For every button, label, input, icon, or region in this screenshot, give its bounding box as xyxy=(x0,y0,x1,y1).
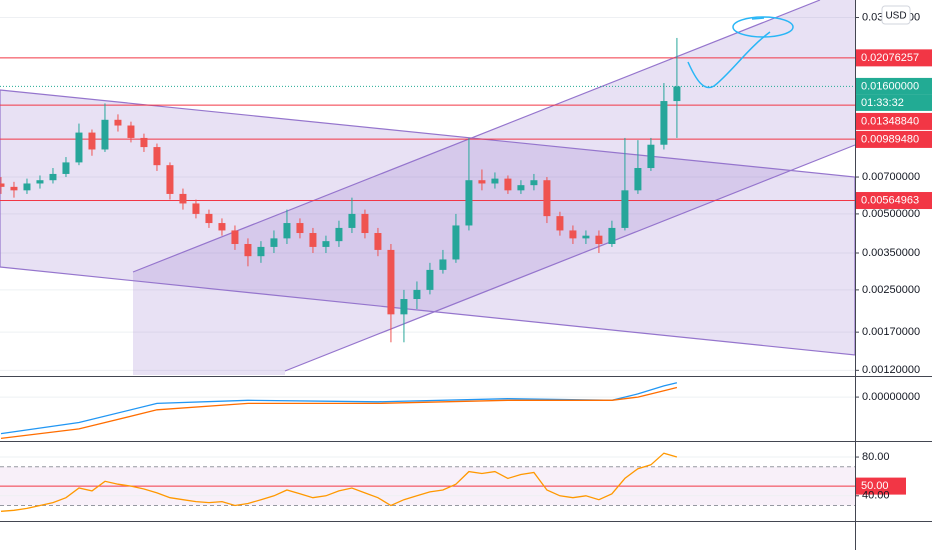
candle-body xyxy=(660,101,668,145)
candle-body xyxy=(374,233,382,250)
candle-body xyxy=(179,193,187,204)
candle-body xyxy=(504,178,512,191)
candle-body xyxy=(608,227,616,244)
candle-body xyxy=(10,186,18,191)
candle-body xyxy=(387,249,395,315)
price-badge-label: 0.00564963 xyxy=(861,194,919,206)
candle-body xyxy=(647,144,655,169)
countdown-badge xyxy=(856,94,932,111)
candle-body xyxy=(621,190,629,228)
y-tick-label: 80.00 xyxy=(862,451,890,463)
candle-body xyxy=(49,173,57,181)
candle-body xyxy=(192,203,200,214)
candle-body xyxy=(335,227,343,242)
y-tick-label: 0.00120000 xyxy=(862,364,920,376)
price-badge xyxy=(856,112,932,130)
candle-body xyxy=(0,183,5,187)
price-badge-label: 0.01600000 xyxy=(861,80,919,92)
candle-body xyxy=(23,183,31,191)
channel-lower xyxy=(284,144,856,372)
currency-label: USD xyxy=(885,11,906,22)
price-badge-label: 0.01348840 xyxy=(861,115,919,127)
candle-body xyxy=(153,147,161,166)
y-tick-label: 40.00 xyxy=(862,490,890,502)
candle-body xyxy=(517,185,525,191)
candle-body xyxy=(88,132,96,150)
y-tick-label: 0.00700000 xyxy=(862,171,920,183)
candle-body xyxy=(361,213,369,234)
price-badge xyxy=(856,130,932,148)
price-badge xyxy=(856,49,932,67)
grid-layer xyxy=(0,17,855,506)
candle-body xyxy=(166,165,174,194)
indicator-line xyxy=(0,382,678,435)
mark-layer xyxy=(0,37,681,512)
countdown-label: 01:33:32 xyxy=(861,97,904,109)
price-badge xyxy=(856,192,932,210)
y-tick-label: 0.00500000 xyxy=(862,208,920,220)
candle-body xyxy=(244,243,252,257)
candle-body xyxy=(582,235,590,239)
y-tick-label: 0.00350000 xyxy=(862,247,920,259)
price-badge-label: 0.00989480 xyxy=(861,133,919,145)
candle-body xyxy=(465,180,473,226)
candle-body xyxy=(309,233,317,247)
candle-body xyxy=(530,180,538,186)
currency-button[interactable] xyxy=(881,5,911,25)
candle-body xyxy=(439,259,447,270)
candle-body xyxy=(556,216,564,231)
y-tick-badge xyxy=(856,477,906,495)
candle-body xyxy=(140,137,148,148)
price-layer xyxy=(0,57,855,202)
y-tick-label: 0.00250000 xyxy=(862,284,920,296)
price-badge xyxy=(856,77,932,95)
y-tick-label: 0.00000000 xyxy=(862,391,920,403)
candle-body xyxy=(231,230,239,244)
candle-body xyxy=(257,246,265,257)
candle-body xyxy=(127,125,135,138)
candle-body xyxy=(75,132,83,163)
candle-body xyxy=(348,213,356,228)
candle-body xyxy=(413,289,421,300)
candle-body xyxy=(62,162,70,174)
label-layer: 0.00120000 0.00170000 0.00250000 0.00350000… xyxy=(855,11,932,502)
y-tick-label: 0.00170000 xyxy=(862,326,920,338)
candle-body xyxy=(452,225,460,260)
candle-body xyxy=(270,238,278,247)
candle-body xyxy=(400,299,408,315)
candle-body xyxy=(101,119,109,150)
candle-body xyxy=(491,178,499,184)
price-badge-label: 0.02076257 xyxy=(861,52,919,64)
target-ellipse xyxy=(732,16,794,38)
candle-body xyxy=(543,180,551,217)
y-tick-label: 50.00 xyxy=(861,480,889,492)
indicator-line xyxy=(0,386,678,440)
candle-body xyxy=(296,223,304,234)
candle-body xyxy=(426,269,434,290)
candle-body xyxy=(634,168,642,191)
candle-body xyxy=(218,223,226,231)
candle-body xyxy=(283,223,291,239)
candle-body xyxy=(114,119,122,126)
candle-body xyxy=(569,230,577,239)
candle-body xyxy=(595,235,603,244)
candle-body xyxy=(322,241,330,247)
annotation-tick xyxy=(751,17,765,20)
indicator-line xyxy=(0,452,678,512)
candle-body xyxy=(478,180,486,184)
candle-body xyxy=(673,86,681,102)
candle-body xyxy=(36,180,44,184)
candle-body xyxy=(205,213,213,224)
forecast-path xyxy=(687,31,771,89)
channel-upper xyxy=(132,0,821,273)
